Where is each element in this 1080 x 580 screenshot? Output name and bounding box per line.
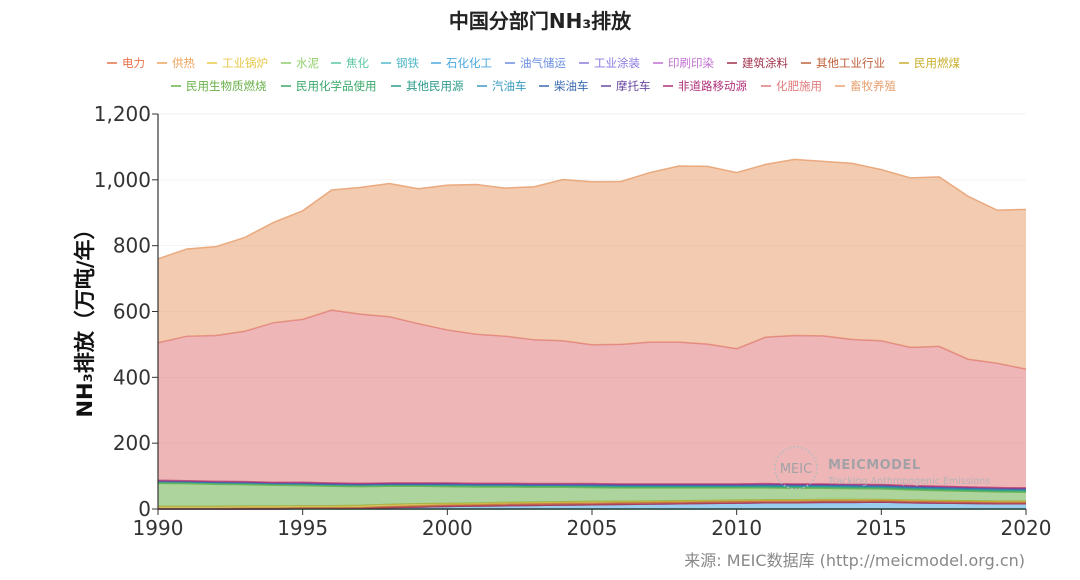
area-series-14: 民用化学品使用 xyxy=(158,482,1026,493)
legend-item-21[interactable]: 畜牧养殖 xyxy=(835,79,896,93)
legend-label: 柴油车 xyxy=(554,79,589,93)
legend-item-8[interactable]: 工业涂装 xyxy=(579,56,640,70)
legend-label: 化肥施用 xyxy=(776,79,822,93)
legend-item-7[interactable]: 油气储运 xyxy=(505,56,566,70)
legend-item-11[interactable]: 其他工业行业 xyxy=(801,56,885,70)
legend-label: 汽油车 xyxy=(492,79,527,93)
area-series-20: 化肥施用 xyxy=(158,310,1026,488)
x-tick-label-6: 2020 xyxy=(1001,516,1052,540)
watermark-subtitle: Tracking Anthropogenic Emissions xyxy=(827,476,990,487)
legend-label: 民用化学品使用 xyxy=(296,79,377,93)
y-axis-label: NH₃排放（万吨/年） xyxy=(73,218,97,417)
legend-label: 油气储运 xyxy=(520,56,566,70)
legend-label: 民用生物质燃烧 xyxy=(186,79,267,93)
legend-label: 供热 xyxy=(172,56,195,70)
legend-label: 电力 xyxy=(122,56,145,70)
watermark-logo-ring xyxy=(774,446,818,490)
x-tick-label-5: 2015 xyxy=(856,516,907,540)
legend-item-13[interactable]: 民用生物质燃烧 xyxy=(171,79,267,93)
legend-item-1[interactable]: 供热 xyxy=(157,56,195,70)
y-tick-label-4: 800 xyxy=(113,234,151,258)
legend-item-4[interactable]: 焦化 xyxy=(331,56,369,70)
watermark-title: MEICMODEL xyxy=(828,458,921,473)
legend-label: 其他工业行业 xyxy=(816,56,885,70)
watermark-logo-text: MEIC xyxy=(780,462,812,477)
legend-item-16[interactable]: 汽油车 xyxy=(477,79,527,93)
legend-label: 钢铁 xyxy=(396,56,419,70)
legend-item-0[interactable]: 电力 xyxy=(107,56,145,70)
legend-item-17[interactable]: 柴油车 xyxy=(539,79,589,93)
legend-row: 民用生物质燃烧 民用化学品使用 其他民用源 汽油车 柴油车 摩托车 非道路移动源 化肥施用 畜牧… xyxy=(171,79,896,93)
legend-item-9[interactable]: 印刷印染 xyxy=(653,56,714,70)
area-series-6: 石化化工 xyxy=(158,502,1026,509)
x-tick-label-2: 2000 xyxy=(422,516,473,540)
legend-label: 畜牧养殖 xyxy=(850,79,896,93)
legend-label: 石化化工 xyxy=(446,56,492,70)
y-axis-ticks: 0 200 400 600 800 1,000 1,200 xyxy=(94,102,158,521)
line-series-20 xyxy=(157,309,1027,370)
chart-title: 中国分部门NH₃排放 xyxy=(449,9,632,33)
legend-label: 印刷印染 xyxy=(668,56,714,70)
legend-item-2[interactable]: 工业锅炉 xyxy=(207,56,268,70)
legend-item-6[interactable]: 石化化工 xyxy=(431,56,492,70)
legend-item-10[interactable]: 建筑涂料 xyxy=(727,56,788,70)
legend-item-18[interactable]: 摩托车 xyxy=(601,79,651,93)
legend-item-12[interactable]: 民用燃煤 xyxy=(899,56,960,70)
legend-label: 摩托车 xyxy=(616,79,651,93)
y-tick-label-6: 1,200 xyxy=(94,102,151,126)
legend-label: 其他民用源 xyxy=(406,79,464,93)
area-series-18: 摩托车 xyxy=(158,480,1026,490)
legend-item-20[interactable]: 化肥施用 xyxy=(761,79,822,93)
stacked-areas: 电力供热工业锅炉水泥焦化钢铁石化化工油气储运工业涂装印刷印染建筑涂料其他工业行业… xyxy=(157,158,1027,510)
x-axis-ticks: 1990 1995 2000 2005 2010 2015 2020 xyxy=(133,509,1052,540)
line-series-21 xyxy=(157,158,1027,260)
legend-label: 非道路移动源 xyxy=(678,79,747,93)
legend-label: 水泥 xyxy=(296,56,319,70)
y-tick-label-5: 1,000 xyxy=(94,168,151,192)
legend: 电力 供热 工业锅炉 水泥 焦化 钢铁 石化化工 油气储运 工业涂装 印刷印染 建筑涂料 其他工业行业… xyxy=(107,56,960,93)
y-tick-label-3: 600 xyxy=(113,300,151,324)
legend-label: 焦化 xyxy=(346,56,369,70)
x-tick-label-0: 1990 xyxy=(133,516,184,540)
x-tick-label-1: 1995 xyxy=(277,516,328,540)
legend-item-19[interactable]: 非道路移动源 xyxy=(663,79,747,93)
legend-label: 民用燃煤 xyxy=(914,56,960,70)
area-series-12: 民用燃煤 xyxy=(158,499,1026,509)
legend-item-14[interactable]: 民用化学品使用 xyxy=(281,79,377,93)
area-series-21: 畜牧养殖 xyxy=(158,159,1026,370)
legend-label: 建筑涂料 xyxy=(742,56,788,70)
legend-item-3[interactable]: 水泥 xyxy=(281,56,319,70)
y-tick-label-1: 200 xyxy=(113,431,151,455)
legend-label: 工业锅炉 xyxy=(222,56,268,70)
watermark: MEIC MEICMODEL Tracking Anthropogenic Em… xyxy=(774,446,990,490)
x-tick-label-3: 2005 xyxy=(567,516,618,540)
y-tick-label-0: 0 xyxy=(138,497,151,521)
y-tick-label-2: 400 xyxy=(113,365,151,389)
legend-row: 电力 供热 工业锅炉 水泥 焦化 钢铁 石化化工 油气储运 工业涂装 印刷印染 建筑涂料 其他工业行业… xyxy=(107,56,960,70)
area-series-13: 民用生物质燃烧 xyxy=(158,483,1026,507)
source-text: 来源: MEIC数据库 (http://meicmodel.org.cn) xyxy=(684,551,1025,570)
x-tick-label-4: 2010 xyxy=(711,516,762,540)
legend-label: 工业涂装 xyxy=(594,56,640,70)
legend-item-15[interactable]: 其他民用源 xyxy=(391,79,464,93)
legend-item-5[interactable]: 钢铁 xyxy=(381,56,419,70)
